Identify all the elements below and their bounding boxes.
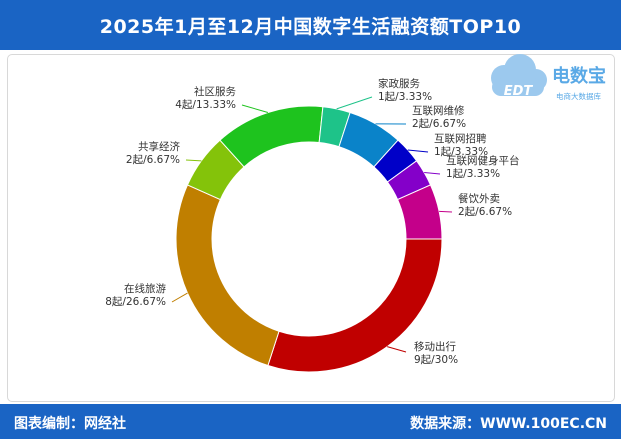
slice-label-name-6: 互联网维修 [412,104,465,117]
leader-line-4 [241,104,269,113]
slice-label-name-3: 共享经济 [138,140,180,153]
leader-lines [171,96,453,353]
slice-label-value-4: 4起/13.33% [175,99,236,111]
slice-label-value-3: 2起/6.67% [126,154,180,166]
slice-label-name-2: 在线旅游 [124,282,166,295]
dianshubao-logo: EDT 电数宝 电商大数据库 [491,54,606,101]
donut-slice-2 [175,184,280,367]
donut-slices [175,105,443,373]
logo-subtitle: 电商大数据库 [556,91,601,101]
slice-label-value-7: 1起/3.33% [434,146,488,158]
leader-line-1 [387,346,407,353]
leader-line-3 [185,159,202,162]
slice-label-value-1: 9起/30% [414,354,458,366]
footer-credit: 图表编制：网经社 [14,416,126,432]
leader-line-7 [407,149,429,153]
slice-label-value-9: 2起/6.67% [458,206,512,218]
donut-slice-9 [396,184,443,240]
slice-label-name-9: 餐饮外卖 [458,192,500,205]
footer-bar: 图表编制：网经社 数据来源：WWW.100EC.CN [0,404,621,439]
leader-line-5 [336,96,373,110]
logo-mark: EDT [504,84,534,99]
slice-label-value-2: 8起/26.67% [105,296,166,308]
slice-label-name-1: 移动出行 [414,340,456,353]
page-title: 2025年1月至12月中国数字生活融资额TOP10 [0,0,621,50]
slice-label-value-8: 1起/3.33% [446,168,500,180]
leader-line-2 [171,292,188,303]
logo-brand: 电数宝 [552,65,606,87]
slice-label-value-5: 1起/3.33% [378,91,432,103]
slice-label-name-7: 互联网招聘 [434,132,487,145]
slice-label-name-8: 互联网健身平台 [446,154,520,167]
cloud-logo-icon [491,54,547,96]
leader-line-9 [439,210,453,213]
footer-source: 数据来源：WWW.100EC.CN [410,416,607,432]
slice-label-name-4: 社区服务 [194,85,236,98]
slice-label-value-6: 2起/6.67% [412,118,466,130]
slice-label-name-5: 家政服务 [378,77,420,90]
slice-labels: 移动出行9起/30%在线旅游8起/26.67%共享经济2起/6.67%社区服务4… [105,77,519,366]
leader-line-8 [424,172,441,175]
donut-slice-4 [219,105,324,168]
